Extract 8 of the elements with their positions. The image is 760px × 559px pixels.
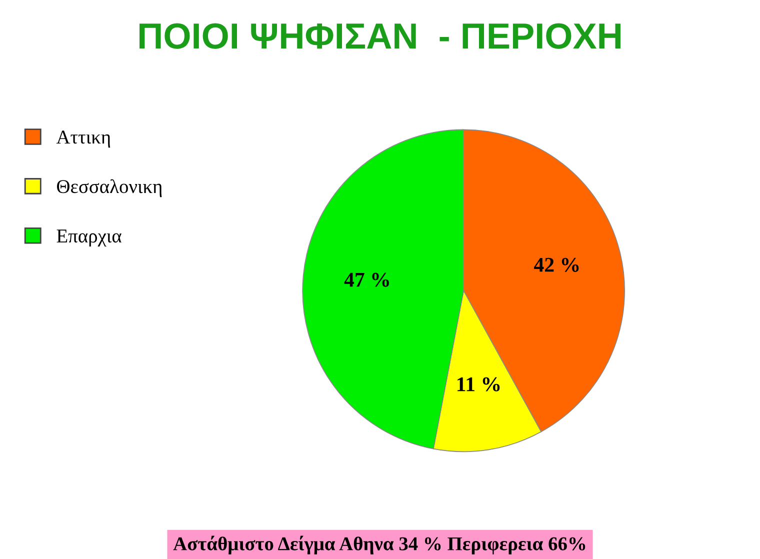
legend-label: Επαρχια bbox=[56, 230, 122, 247]
legend-label: Αττικη bbox=[56, 130, 110, 148]
text: Αστάθμιστο Δείγμα Αθηνα 34 % Περιφερεια 66% bbox=[173, 536, 586, 554]
data-label: 47 % bbox=[344, 272, 389, 287]
data-label: 42 % bbox=[534, 258, 579, 272]
data-label: 11 % bbox=[458, 377, 500, 392]
chart-title: ΠΟΙΟΙ ΨΗΦΙΣΑΝ - ΠΕΡΙΟΧΗ bbox=[140, 23, 620, 49]
legend-label: Θεσσαλονικη bbox=[57, 179, 162, 198]
